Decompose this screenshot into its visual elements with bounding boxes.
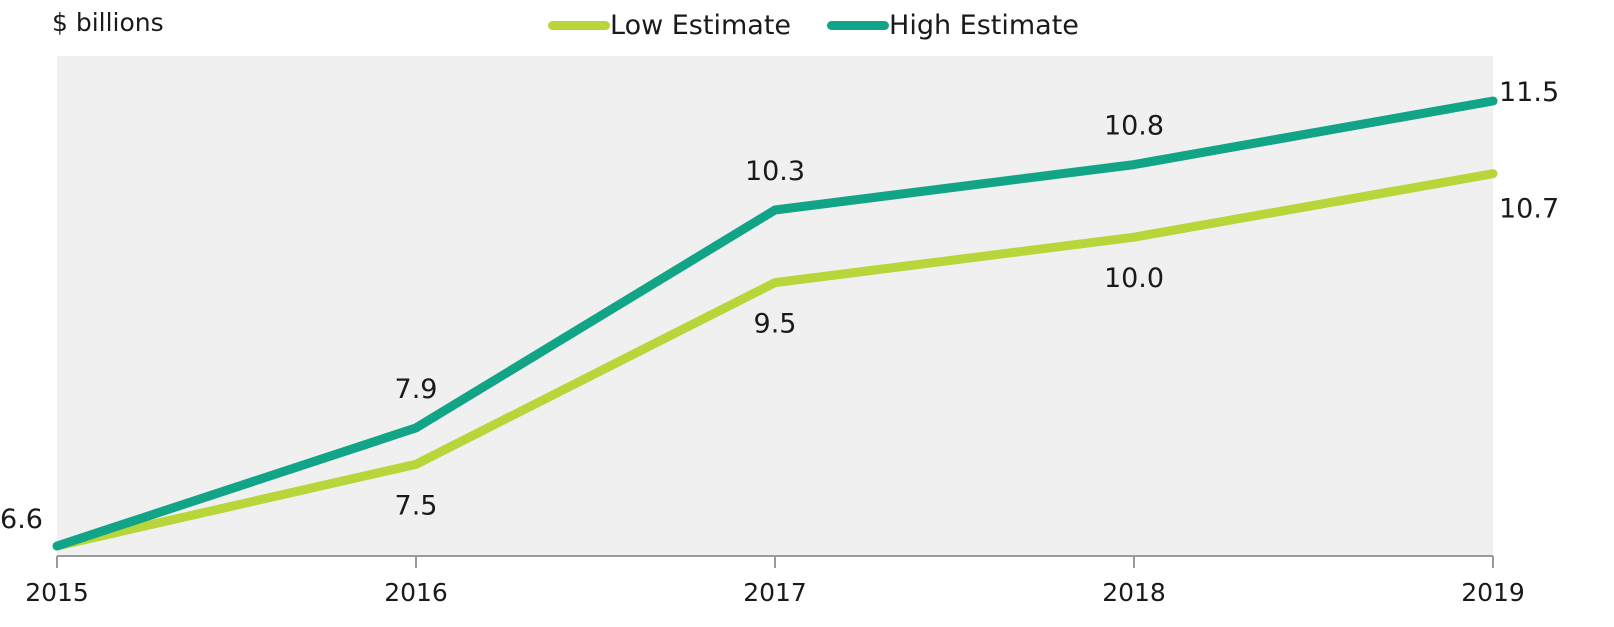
series-line-low [52,169,1498,551]
data-label-high: 10.3 [745,156,805,187]
x-tick-label: 2017 [743,578,807,607]
x-tick-label: 2015 [25,578,89,607]
series-line-high [52,96,1498,551]
data-label-low: 10.7 [1499,194,1559,225]
data-labels: 7.5 9.5 10.0 10.7 6.6 7.9 10.3 10.8 11.5 [0,77,1559,535]
data-label-low: 10.0 [1104,263,1164,294]
data-label-high: 11.5 [1499,77,1559,108]
data-label-high: 6.6 [0,504,43,535]
x-tick-label: 2019 [1461,578,1525,607]
legend-label-high: High Estimate [889,9,1079,41]
legend: Low Estimate High Estimate [548,8,1079,42]
data-label-high: 10.8 [1104,111,1164,142]
data-label-high: 7.9 [395,374,438,405]
data-label-low: 9.5 [754,309,797,340]
x-tick-label: 2018 [1102,578,1166,607]
data-label-low: 7.5 [395,490,438,521]
unit-label: $ billions [52,8,164,37]
legend-label-low: Low Estimate [610,9,792,41]
legend-item-high: High Estimate [827,10,1079,41]
x-axis: 2015 2016 2017 2018 2019 [25,555,1525,607]
legend-swatch-high [827,20,890,30]
series-lines [52,96,1498,551]
plot-background [57,56,1493,556]
legend-swatch-low [548,20,610,30]
x-tick-label: 2016 [384,578,448,607]
legend-item-low: Low Estimate [548,10,791,41]
